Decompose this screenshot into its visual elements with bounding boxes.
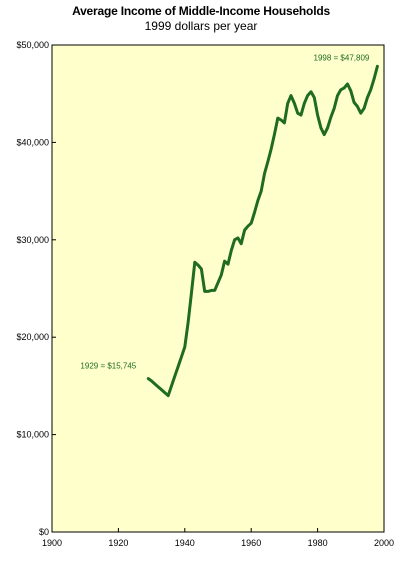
y-tick-label: $30,000 <box>16 235 49 245</box>
x-tick-label: 1960 <box>241 538 261 548</box>
x-tick-label: 1920 <box>108 538 128 548</box>
x-tick-label: 1900 <box>42 538 62 548</box>
chart-subtitle: 1999 dollars per year <box>144 19 258 33</box>
plot-area <box>51 44 385 533</box>
annotation-end: 1998 = $47,809 <box>314 53 370 62</box>
y-tick-label: $20,000 <box>16 332 49 342</box>
series-layer <box>146 64 379 398</box>
income-series-line <box>146 64 379 398</box>
y-tick-label: $40,000 <box>16 137 49 147</box>
x-tick-label: 1940 <box>175 538 195 548</box>
x-tick-label: 1980 <box>308 538 328 548</box>
annotation-start: 1929 = $15,745 <box>80 362 136 371</box>
y-axis: $0 $10,000 $20,000 $30,000 $40,000 $50,000 <box>16 40 56 537</box>
y-tick-label: $50,000 <box>16 40 49 50</box>
annotation-layer: 1929 = $15,745 1998 = $47,809 <box>80 53 369 370</box>
x-tick-label: 2000 <box>374 538 394 548</box>
y-tick-label: $10,000 <box>16 430 49 440</box>
y-tick-label: $0 <box>39 527 49 537</box>
chart-title: Average Income of Middle-Income Househol… <box>72 4 330 18</box>
x-axis: 1900 1920 1940 1960 1980 2000 <box>42 528 394 548</box>
